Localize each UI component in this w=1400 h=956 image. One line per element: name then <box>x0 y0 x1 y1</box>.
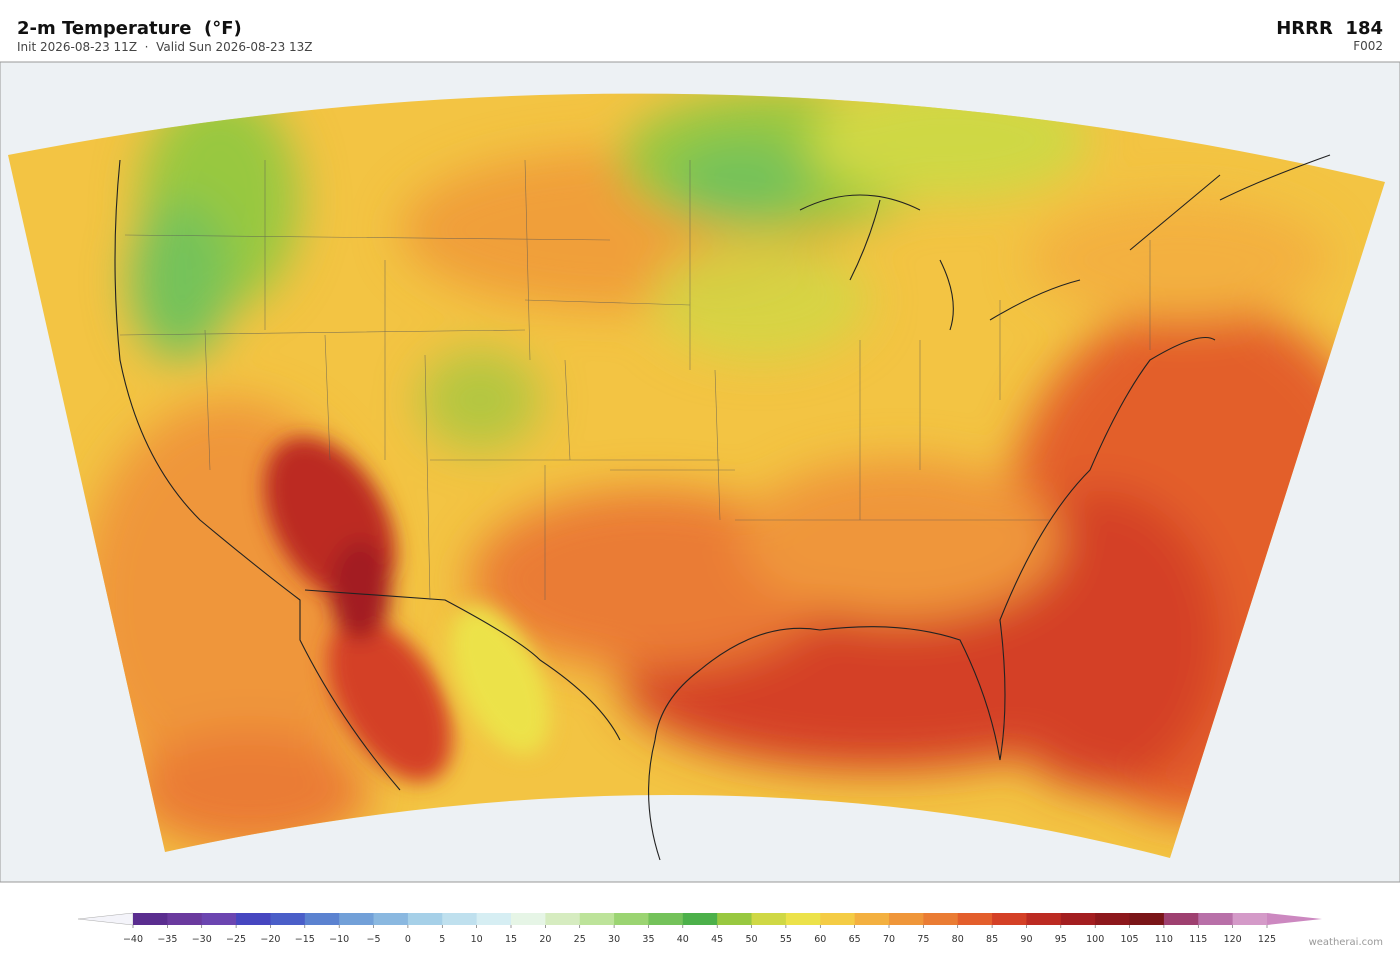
colorbar-tick-label: −35 <box>157 934 177 945</box>
colorbar-segment <box>854 913 890 925</box>
colorbar-tick-label: −5 <box>367 934 381 945</box>
colorbar-tick-label: −20 <box>260 934 280 945</box>
colorbar-segment <box>304 913 340 925</box>
colorbar-tick-label: 80 <box>952 934 964 945</box>
colorbar-segment <box>579 913 615 925</box>
colorbar-tick-label: 5 <box>439 934 445 945</box>
colorbar-segment <box>1163 913 1199 925</box>
colorbar-segment <box>889 913 924 925</box>
colorbar-segment <box>1095 913 1131 925</box>
colorbar-segment <box>648 913 684 925</box>
colorbar-segment <box>407 913 443 925</box>
credit: weatherai.com <box>1309 937 1383 948</box>
colorbar-tick-label: 85 <box>986 934 998 945</box>
map-title: 2-m Temperature (°F) <box>17 18 242 39</box>
colorbar-tick-label: 110 <box>1155 934 1173 945</box>
colorbar-segment <box>614 913 649 925</box>
colorbar-tick-label: 15 <box>505 934 517 945</box>
colorbar-tick-label: −25 <box>226 934 246 945</box>
colorbar-tick-label: 120 <box>1224 934 1242 945</box>
colorbar-segment <box>1060 913 1096 925</box>
colorbar-segment <box>820 913 856 925</box>
map-subtitle: Init 2026-08-23 11Z · Valid Sun 2026-08-… <box>17 40 313 54</box>
colorbar-tick-label: −30 <box>192 934 212 945</box>
colorbar-segment <box>201 913 237 925</box>
colorbar-tick-label: 100 <box>1086 934 1104 945</box>
colorbar-segment <box>923 913 959 925</box>
colorbar-tick-label: 35 <box>642 934 654 945</box>
colorbar-tick-label: 60 <box>814 934 826 945</box>
colorbar-segment <box>476 913 512 925</box>
colorbar: −40 −35 −30 −25 −20 −15 −10 −5 0 5 10 15 20 25 30 35 40 4… <box>77 912 1322 945</box>
colorbar-tick-label: 90 <box>1020 934 1032 945</box>
colorbar-tick-label: 20 <box>539 934 551 945</box>
colorbar-tick-label: 40 <box>677 934 689 945</box>
colorbar-tick-label: 95 <box>1055 934 1067 945</box>
colorbar-tick-label: 115 <box>1189 934 1207 945</box>
colorbar-segment <box>1129 913 1165 925</box>
colorbar-segment <box>717 913 753 925</box>
colorbar-segment <box>373 913 409 925</box>
colorbar-tick-label: 30 <box>608 934 620 945</box>
colorbar-segment <box>1198 913 1234 925</box>
colorbar-segment <box>957 913 993 925</box>
colorbar-segment <box>785 913 821 925</box>
forecast-hour: F002 <box>1353 39 1383 53</box>
colorbar-tick-label: 0 <box>405 934 411 945</box>
colorbar-tick-label: 65 <box>849 934 861 945</box>
colorbar-tick-label: 75 <box>917 934 929 945</box>
model-label: HRRR 184 <box>1276 18 1383 39</box>
colorbar-segment <box>339 913 375 925</box>
colorbar-segment <box>511 913 546 925</box>
colorbar-over <box>1267 913 1322 925</box>
colorbar-segment <box>751 913 787 925</box>
colorbar-tick-label: 105 <box>1120 934 1138 945</box>
colorbar-segment <box>442 913 478 925</box>
colorbar-under <box>77 912 134 926</box>
colorbar-segment <box>992 913 1027 925</box>
colorbar-tick-label: −10 <box>329 934 349 945</box>
colorbar-tick-label: 70 <box>883 934 895 945</box>
map <box>0 61 1400 883</box>
colorbar-tick-label: 10 <box>471 934 483 945</box>
colorbar-tick-label: 25 <box>574 934 586 945</box>
colorbar-segment <box>545 913 581 925</box>
colorbar-segment <box>236 913 271 925</box>
temperature-field <box>8 93 1385 859</box>
colorbar-segment <box>167 913 203 925</box>
colorbar-tick-label: −40 <box>123 934 143 945</box>
colorbar-tick-label: 45 <box>711 934 723 945</box>
colorbar-segment <box>1026 913 1062 925</box>
colorbar-tick-label: 125 <box>1258 934 1276 945</box>
colorbar-segment <box>133 913 168 925</box>
colorbar-segment <box>1232 913 1268 925</box>
colorbar-segment <box>270 913 306 925</box>
colorbar-segment <box>682 913 718 925</box>
colorbar-tick-label: 55 <box>780 934 792 945</box>
colorbar-tick-label: 50 <box>745 934 757 945</box>
colorbar-tick-label: −15 <box>295 934 315 945</box>
